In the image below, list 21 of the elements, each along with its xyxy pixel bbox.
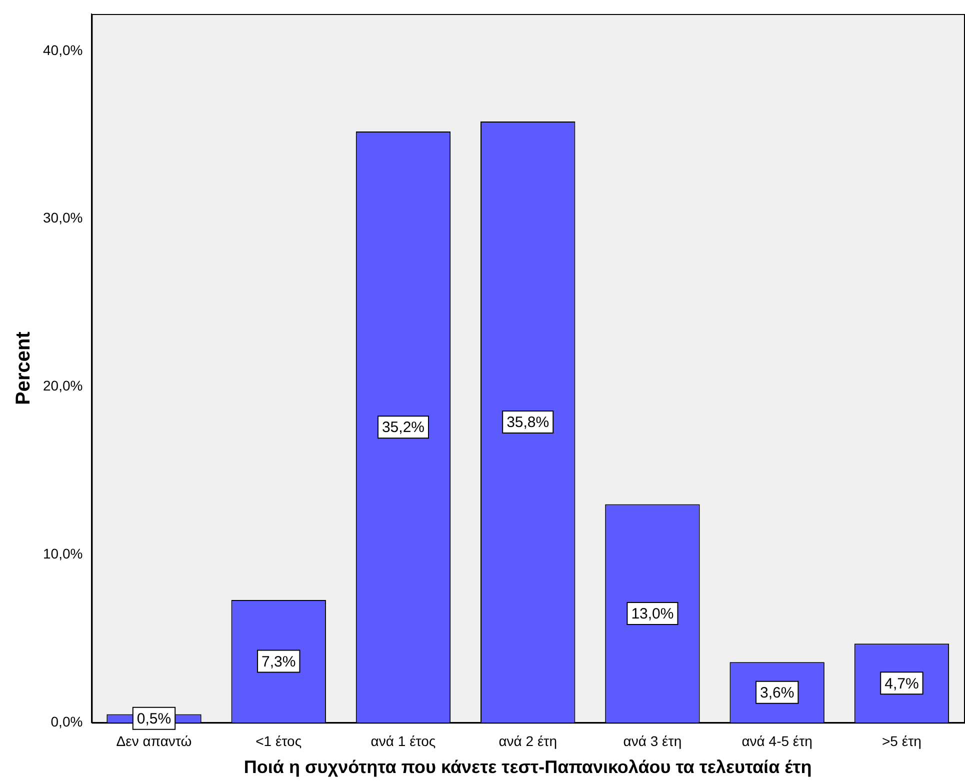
y-tick-label: 40,0% — [42, 42, 83, 58]
x-tick-label: >5 έτη — [882, 732, 922, 749]
x-tick-label: Δεν απαντώ — [116, 732, 192, 749]
x-tick-label: <1 έτος — [256, 732, 302, 749]
x-tick-label: ανά 2 έτη — [498, 732, 558, 749]
y-tick-label: 20,0% — [42, 378, 83, 394]
y-tick-label: 0,0% — [50, 713, 83, 730]
x-axis-title: Ποιά η συχνότητα που κάνετε τεστ-Παπανικολάου τα τελευταία έτη — [244, 757, 812, 778]
y-tick-label: 30,0% — [42, 210, 83, 226]
y-tick-label: 10,0% — [42, 546, 83, 562]
data-label: 35,2% — [382, 419, 425, 436]
x-tick-label: ανά 3 έτη — [623, 732, 682, 749]
y-axis-title: Percent — [12, 331, 35, 405]
data-label: 3,6% — [760, 684, 794, 702]
data-label: 4,7% — [884, 675, 919, 692]
data-label: 13,0% — [631, 606, 674, 623]
data-label: 7,3% — [262, 653, 296, 670]
data-label: 35,8% — [506, 414, 550, 432]
x-tick-label: ανά 4-5 έτη — [742, 732, 812, 749]
x-tick-label: ανά 1 έτος — [370, 732, 436, 749]
data-label: 0,5% — [136, 710, 172, 728]
